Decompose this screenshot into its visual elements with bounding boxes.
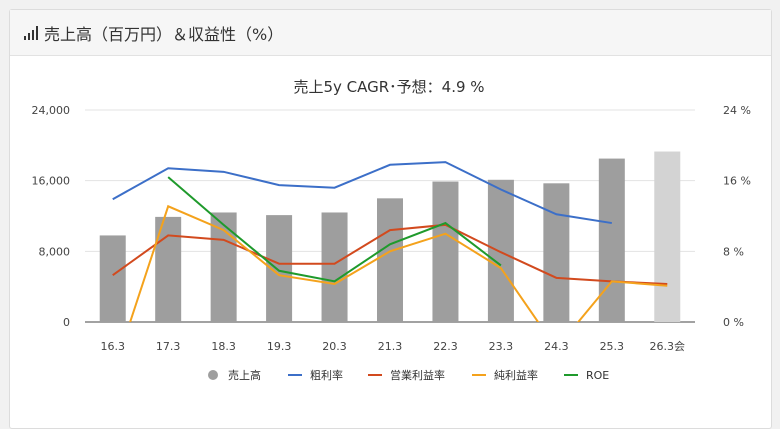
legend-label: 売上高 — [228, 368, 261, 382]
sales-bar — [210, 212, 237, 322]
y-right-tick-label: 16 % — [723, 175, 751, 188]
y-left-tick-label: 24,000 — [32, 104, 71, 117]
sales-bar — [321, 212, 348, 322]
sales-profitability-chart: 売上5y CAGR･予想：4.9 % 0 0 % 8,000 8 % 16,000 16 … — [32, 78, 751, 382]
x-tick-label: 18.3 — [211, 340, 236, 353]
x-tick-label: 20.3 — [322, 340, 347, 353]
card-title: 売上高（百万円）＆収益性（%） — [44, 24, 284, 44]
chart-title: 売上5y CAGR･予想：4.9 % — [293, 78, 484, 96]
legend-label: 粗利率 — [310, 368, 343, 382]
sales-bar — [543, 183, 570, 322]
card-header: 売上高（百万円）＆収益性（%） — [10, 10, 771, 56]
legend-label: ROE — [586, 369, 609, 382]
legend-marker — [208, 370, 218, 380]
x-tick-label: 16.3 — [100, 340, 125, 353]
x-tick-label: 25.3 — [600, 340, 625, 353]
sales-bar — [99, 235, 126, 322]
x-tick-label: 21.3 — [378, 340, 403, 353]
y-right-tick-label: 0 % — [723, 316, 744, 329]
sales-bar — [432, 181, 459, 322]
series-line — [167, 176, 502, 283]
legend-label: 純利益率 — [494, 368, 538, 382]
x-tick-label: 26.3会 — [650, 340, 686, 353]
sales-bar — [654, 151, 681, 322]
x-tick-label: 24.3 — [544, 340, 569, 353]
series-line — [112, 223, 668, 286]
y-right-tick-label: 8 % — [723, 245, 744, 258]
chart-card: 売上高（百万円）＆収益性（%） — [9, 9, 772, 429]
series-line — [112, 161, 612, 225]
signal-bars-icon — [24, 25, 38, 40]
y-left-tick-label: 0 — [63, 316, 70, 329]
legend-label: 営業利益率 — [390, 368, 445, 382]
sales-bar — [598, 158, 625, 322]
y-left-tick-label: 16,000 — [32, 175, 71, 188]
y-left-tick-label: 8,000 — [39, 245, 71, 258]
x-tick-label: 17.3 — [156, 340, 181, 353]
y-right-tick-label: 24 % — [723, 104, 751, 117]
series-line — [129, 204, 668, 322]
sales-bar — [377, 198, 403, 322]
x-tick-label: 22.3 — [433, 340, 458, 353]
sales-bar — [487, 179, 514, 322]
x-tick-label: 23.3 — [489, 340, 514, 353]
x-tick-label: 19.3 — [267, 340, 292, 353]
